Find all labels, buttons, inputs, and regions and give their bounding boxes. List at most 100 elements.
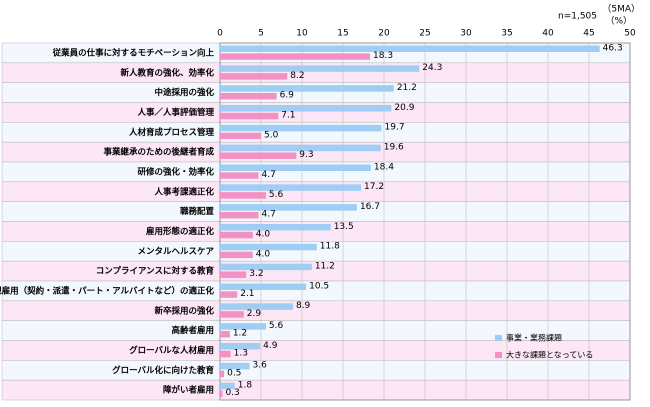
x-tick-label: 25 (419, 29, 430, 39)
value-label: 20.9 (394, 103, 414, 113)
bar (220, 124, 382, 132)
legend-label: 大きな課題となっている (506, 350, 593, 360)
bar (220, 112, 279, 120)
bar (220, 152, 297, 159)
row-band (1, 360, 631, 381)
value-label: 8.9 (296, 301, 311, 311)
category-label: 中途採用の強化 (154, 87, 214, 98)
legend-label: 事業・業務課題 (506, 333, 562, 343)
row-band (1, 379, 631, 401)
bar (220, 53, 371, 60)
category-label: 人事考課適正化 (154, 186, 214, 197)
bar (220, 85, 394, 92)
legend-swatch (495, 335, 502, 341)
value-label: 8.2 (290, 71, 304, 81)
bar (220, 271, 247, 278)
bar (220, 65, 420, 72)
plot-frame (219, 42, 631, 401)
value-label: 9.3 (299, 150, 313, 160)
bar (220, 231, 253, 239)
value-label: 19.6 (384, 142, 404, 152)
bar (220, 192, 266, 199)
value-label: 5.0 (264, 130, 279, 140)
bar (220, 350, 231, 358)
note: （%） (605, 16, 632, 27)
value-label: 1.8 (238, 380, 253, 390)
bar (220, 323, 266, 330)
category-label: 従業員の仕事に対するモチベーション向上 (52, 47, 215, 58)
bar (220, 92, 277, 100)
x-tick-label: 30 (460, 29, 472, 39)
value-label: 0.5 (227, 368, 241, 378)
bar (220, 144, 381, 152)
value-label: 11.8 (320, 242, 340, 252)
category-label: 障がい者雇用 (163, 385, 214, 396)
value-label: 18.3 (373, 51, 393, 61)
bar (220, 303, 293, 310)
x-tick-label: 5 (258, 29, 264, 39)
x-tick-label: 50 (624, 29, 636, 39)
bar (220, 105, 392, 112)
value-label: 1.3 (234, 349, 248, 359)
value-label: 6.9 (280, 91, 295, 101)
bar (220, 263, 312, 271)
category-label: 職務配置 (180, 206, 215, 217)
bar (220, 330, 230, 338)
bar (220, 172, 259, 179)
bar (220, 370, 225, 378)
value-label: 1.2 (233, 329, 247, 339)
note: n=1,505 (558, 12, 597, 22)
value-label: 4.9 (263, 341, 278, 351)
value-label: 10.5 (309, 281, 329, 291)
value-label: 17.2 (364, 182, 384, 192)
bar (220, 224, 331, 231)
x-tick-label: 20 (378, 29, 390, 39)
value-label: 21.2 (397, 83, 417, 93)
bar (220, 73, 288, 80)
bar (220, 343, 261, 350)
bar (220, 204, 357, 211)
category-label: 非正規雇用（契約・派遣・パート・アルバイトなど）の適正化 (0, 285, 214, 296)
x-tick-label: 40 (542, 29, 554, 39)
bar (220, 132, 261, 140)
value-label: 2.9 (247, 309, 262, 319)
x-tick-label: 45 (583, 29, 594, 39)
category-label: 高齢者雇用 (171, 325, 214, 336)
value-label: 16.7 (360, 202, 380, 212)
category-label: 新卒採用の強化 (154, 305, 214, 316)
value-label: 46.3 (603, 43, 623, 53)
legend-swatch (495, 352, 502, 358)
bar (220, 382, 235, 390)
value-label: 4.7 (262, 170, 276, 180)
bar (220, 243, 317, 251)
value-label: 13.5 (334, 222, 354, 232)
value-label: 19.7 (385, 123, 405, 133)
x-tick-label: 15 (337, 29, 348, 39)
x-tick-label: 0 (217, 29, 223, 39)
category-label: メンタルヘルスケア (137, 246, 214, 257)
value-label: 7.1 (281, 111, 295, 121)
bar (220, 251, 253, 259)
bar (220, 283, 307, 290)
category-label: グローバルな人材雇用 (129, 345, 214, 356)
value-label: 2.1 (240, 289, 254, 299)
bar (220, 211, 259, 219)
x-tick-label: 10 (296, 29, 308, 39)
category-label: 人事／人事評価管理 (137, 107, 214, 118)
value-label: 3.2 (249, 269, 263, 279)
value-label: 18.4 (374, 162, 394, 172)
category-label: 新人教育の強化、効率化 (120, 67, 214, 78)
value-label: 0.3 (225, 388, 239, 398)
x-tick-label: 35 (501, 29, 512, 39)
value-label: 11.2 (315, 261, 335, 271)
value-label: 5.6 (269, 190, 284, 200)
note: （5MA） (602, 4, 640, 15)
value-label: 4.7 (262, 210, 276, 220)
value-label: 4.0 (256, 230, 271, 240)
category-label: 人材育成プロセス管理 (129, 127, 215, 138)
bar (220, 362, 250, 370)
bar (220, 45, 600, 52)
bar (220, 184, 362, 191)
bar (220, 390, 223, 397)
